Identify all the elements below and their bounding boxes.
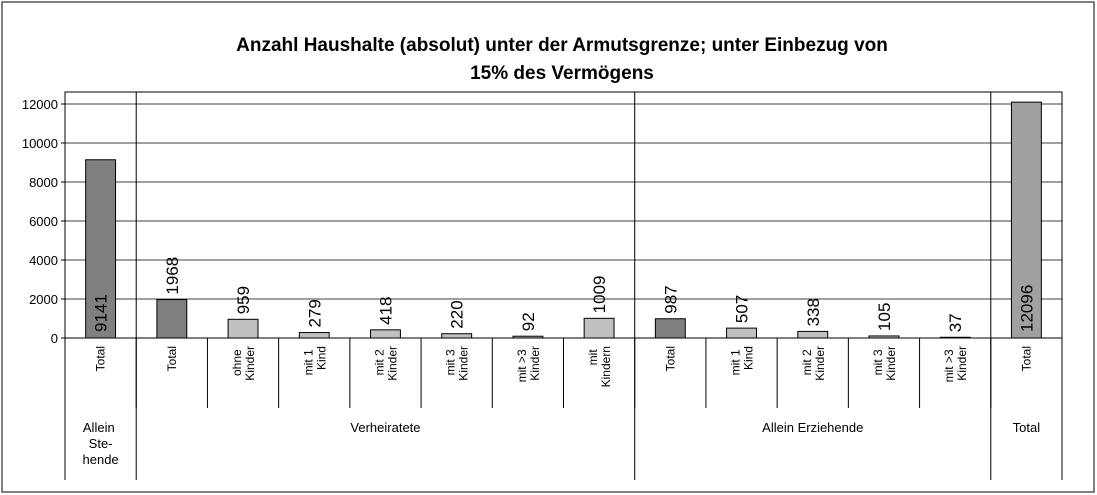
bar xyxy=(939,336,971,339)
value-label: 959 xyxy=(234,286,253,314)
bar xyxy=(797,330,829,339)
value-label: 987 xyxy=(661,285,680,313)
x-tick-label: Total xyxy=(1019,346,1033,371)
value-label: 279 xyxy=(305,299,324,327)
value-label: 507 xyxy=(733,295,752,323)
x-tick-label: mit >3 Kinder xyxy=(942,346,969,382)
y-tick-label: 4000 xyxy=(29,253,58,268)
bar xyxy=(441,333,473,339)
group-label: Allein Ste-hende xyxy=(83,420,119,467)
y-tick-label: 10000 xyxy=(22,136,58,151)
value-label: 338 xyxy=(804,298,823,326)
group-label: Total xyxy=(1013,420,1041,435)
x-tick-label: mit 1 Kind xyxy=(301,346,328,375)
y-tick-label: 6000 xyxy=(29,214,58,229)
bar xyxy=(583,317,615,339)
value-label: 37 xyxy=(946,313,965,332)
x-tick-label: mit 3 Kinder xyxy=(444,346,471,381)
value-label: 1009 xyxy=(590,275,609,313)
value-label: 418 xyxy=(376,296,395,324)
x-tick-label: mit 1 Kind xyxy=(729,346,756,375)
group-label: Verheiratete xyxy=(350,420,420,435)
chart-title: Anzahl Haushalte (absolut) unter der Arm… xyxy=(236,35,888,56)
chart-title: 15% des Vermögens xyxy=(470,63,654,84)
value-label: 92 xyxy=(519,312,538,331)
x-tick-label: mit 3 Kinder xyxy=(871,346,898,381)
x-tick-label: Total xyxy=(94,346,108,371)
value-label: 220 xyxy=(448,300,467,328)
value-label: 9141 xyxy=(92,294,111,332)
bar xyxy=(156,299,188,339)
y-tick-label: 12000 xyxy=(22,97,58,112)
y-tick-label: 2000 xyxy=(29,292,58,307)
bar xyxy=(227,318,259,339)
bar xyxy=(1010,101,1042,339)
y-tick-label: 0 xyxy=(51,331,58,346)
value-label: 105 xyxy=(875,303,894,331)
bar xyxy=(654,318,686,339)
y-tick-label: 8000 xyxy=(29,175,58,190)
bar xyxy=(85,159,117,339)
bar xyxy=(512,335,544,339)
x-tick-label: Total xyxy=(663,346,677,371)
x-tick-label: ohne Kinder xyxy=(230,346,257,381)
value-label: 12096 xyxy=(1017,285,1036,332)
bar xyxy=(298,332,330,339)
x-tick-label: mit 2 Kinder xyxy=(800,346,827,381)
bar xyxy=(370,329,401,339)
x-tick-label: mit >3 Kinder xyxy=(515,346,542,382)
group-label: Allein Erziehende xyxy=(762,420,863,435)
value-label: 1968 xyxy=(163,257,182,295)
bar xyxy=(868,335,900,339)
bar xyxy=(726,327,757,339)
x-tick-label: Total xyxy=(165,346,179,371)
x-tick-label: mit Kindern xyxy=(586,346,613,387)
x-tick-label: mit 2 Kinder xyxy=(372,346,399,381)
